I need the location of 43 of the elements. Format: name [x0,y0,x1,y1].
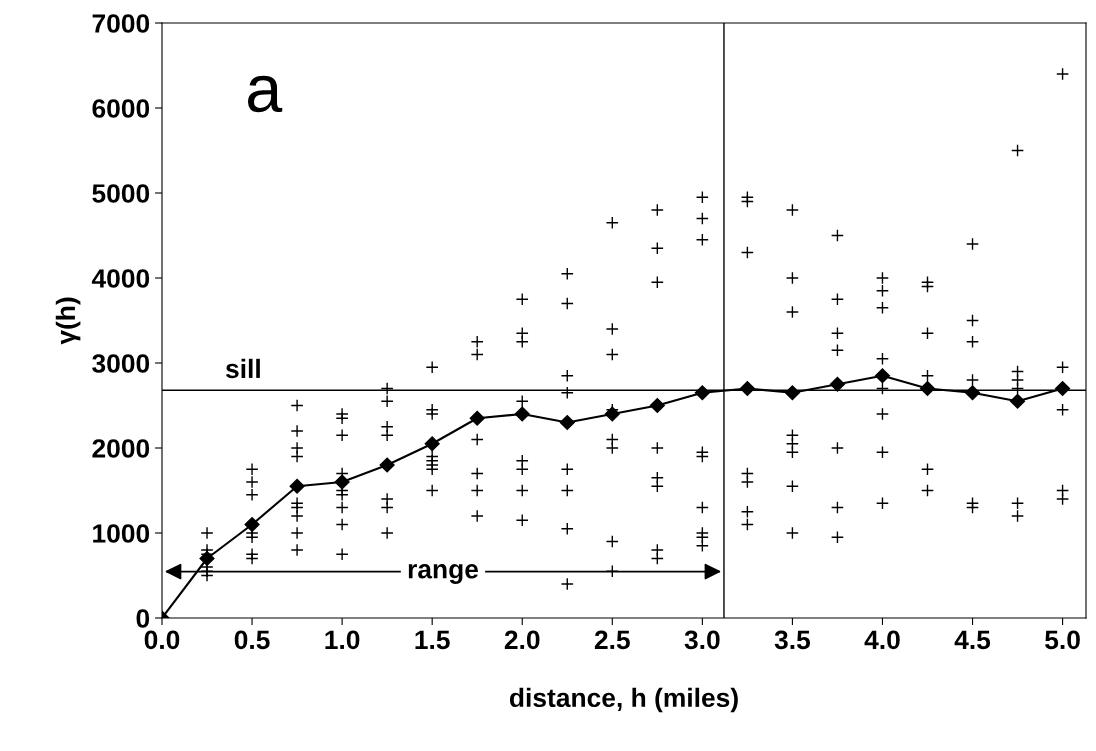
point [1009,393,1026,409]
point [424,436,440,452]
point [829,376,846,392]
point [919,380,936,397]
ref-line-label: sill [225,358,260,379]
point [199,550,215,567]
point [514,406,530,422]
x-tick-label: 4.5 [954,630,991,650]
point [964,385,981,401]
y-tick-label: 6000 [92,99,150,118]
point [784,385,800,401]
point [379,457,395,473]
y-tick-label: 2000 [92,439,150,458]
point [874,368,891,384]
y-tick-label: 5000 [92,184,150,203]
x-tick-label: 1.0 [325,630,360,650]
point [334,474,350,490]
y-tick-label: 0 [136,609,150,628]
point [739,380,755,397]
annotation: a [247,75,283,113]
x-tick-label: 1.5 [415,630,450,650]
point [694,385,710,401]
x-tick-label: 5.0 [1045,630,1080,650]
point [559,414,575,431]
x-tick-label: 2.0 [504,630,540,650]
y-tick-label: 4000 [91,269,150,288]
point [1055,380,1071,397]
y-tick-label: 7000 [92,14,150,33]
x-tick-label: 2.5 [594,630,630,650]
y-tick-label: 1000 [93,524,150,543]
x-tick-label: 3.5 [774,630,811,650]
x-tick-label: 3.0 [684,630,720,650]
x-tick-label: 0.0 [144,630,180,650]
x-tick-label: 4.0 [864,630,900,650]
y-axis-title: γ(h) [55,297,81,345]
x-axis-title: distance, h (miles) [509,687,738,713]
y-tick-label: 3000 [92,354,150,373]
point [604,406,620,422]
point [289,478,305,494]
annotation: range [408,564,479,584]
x-tick-label: 0.5 [234,630,270,650]
point [469,410,485,426]
point [649,397,665,414]
